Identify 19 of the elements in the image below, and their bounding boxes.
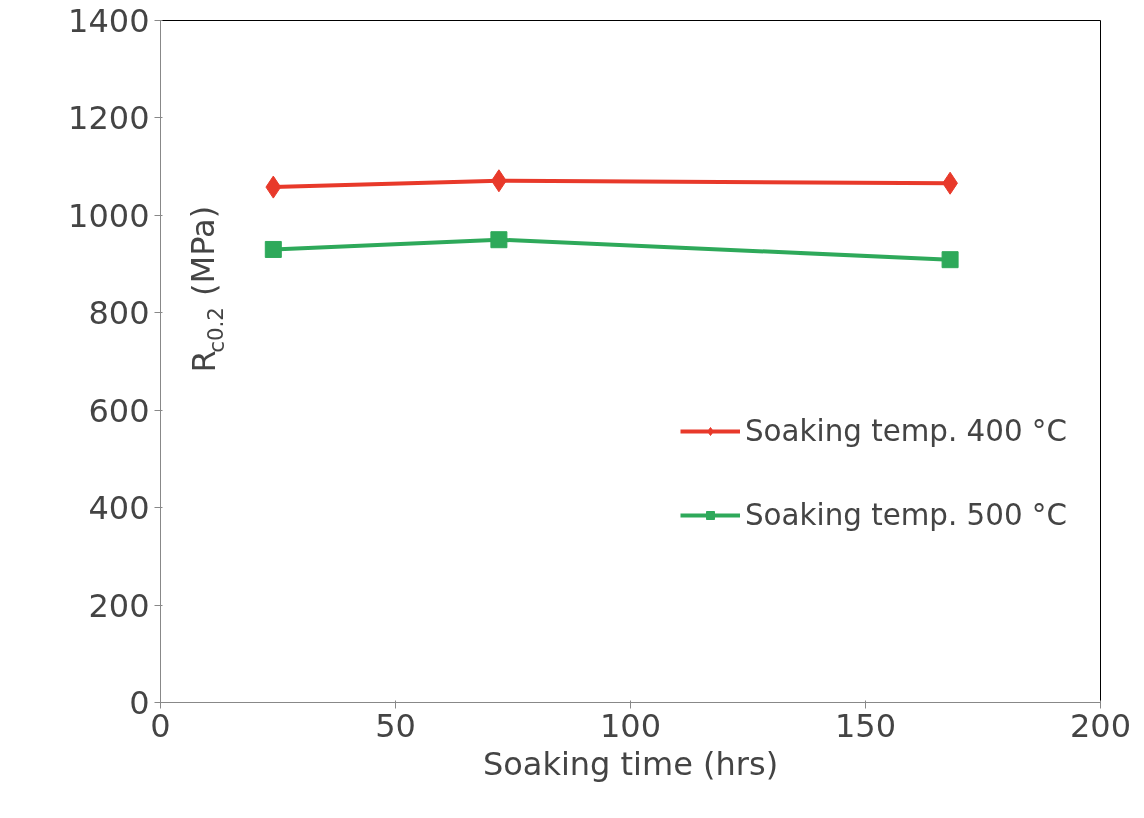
x-tick-label: 100 (599, 706, 662, 745)
y-tick-label: 1400 (68, 2, 150, 40)
y-tick-label: 400 (88, 489, 150, 528)
x-tick-label: 150 (834, 706, 897, 745)
x-tick-label: 50 (375, 706, 416, 745)
legend-label: Soaking temp. 400 °C (745, 414, 1068, 448)
y-tick-label: 200 (88, 586, 150, 625)
y-axis-title: Rc0.2 (MPa) (184, 205, 229, 373)
point (941, 251, 959, 269)
point (265, 175, 282, 199)
y-tick-label: 1000 (68, 196, 150, 235)
y-tick-label: 600 (88, 391, 150, 430)
y-tick-label: 800 (88, 294, 150, 333)
y-tick-label: 1200 (68, 99, 150, 138)
point (490, 231, 508, 249)
legend-label: Soaking temp. 500 °C (745, 498, 1068, 532)
point (264, 240, 282, 258)
x-tick-label: 200 (1069, 706, 1132, 745)
x-axis-title: Soaking time (hrs) (482, 744, 779, 783)
